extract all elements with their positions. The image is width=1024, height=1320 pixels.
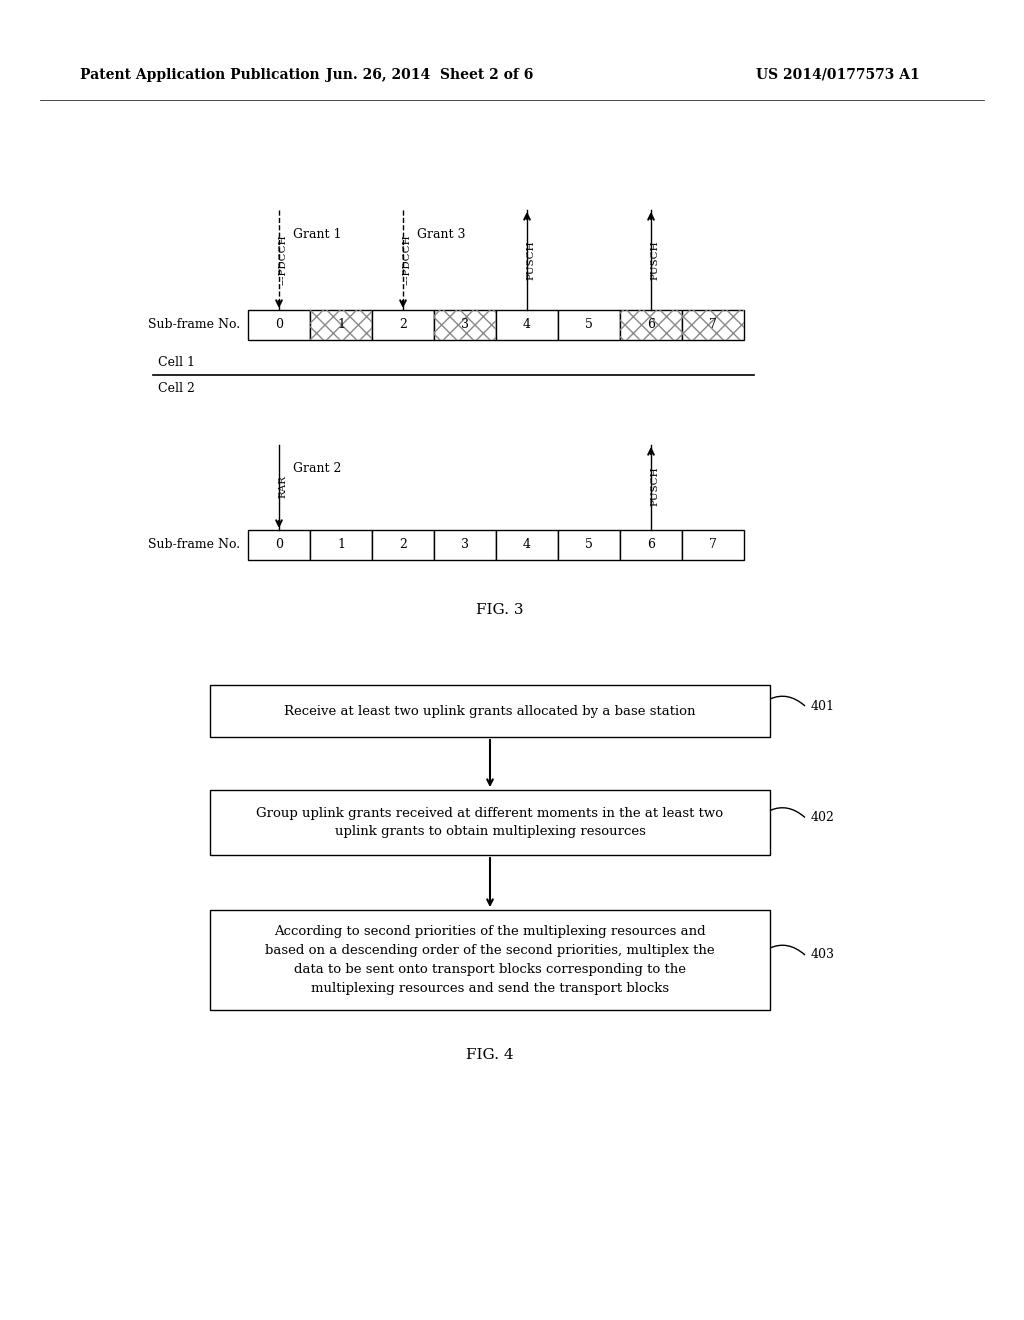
Text: 1: 1 — [337, 318, 345, 331]
Text: 403: 403 — [811, 949, 835, 961]
Text: 7: 7 — [709, 539, 717, 552]
Text: 5: 5 — [585, 318, 593, 331]
Text: 2: 2 — [399, 539, 407, 552]
Bar — [620, 310, 682, 341]
Text: Receive at least two uplink grants allocated by a base station: Receive at least two uplink grants alloc… — [285, 705, 695, 718]
Bar — [558, 531, 620, 560]
Text: FIG. 4: FIG. 4 — [466, 1048, 514, 1063]
Text: According to second priorities of the multiplexing resources and
based on a desc: According to second priorities of the mu… — [265, 925, 715, 995]
Text: 3: 3 — [461, 539, 469, 552]
Text: 7: 7 — [709, 318, 717, 331]
Bar — [310, 310, 372, 341]
Text: Grant 1: Grant 1 — [293, 228, 341, 242]
Bar — [682, 310, 744, 341]
Text: Grant 2: Grant 2 — [293, 462, 341, 474]
Text: FIG. 3: FIG. 3 — [476, 603, 523, 616]
Bar — [248, 531, 310, 560]
Bar — [558, 310, 620, 341]
Text: ---PDCCH: ---PDCCH — [402, 235, 412, 285]
Text: Patent Application Publication: Patent Application Publication — [80, 69, 319, 82]
Text: 4: 4 — [523, 318, 531, 331]
Text: 401: 401 — [811, 700, 835, 713]
Text: 4: 4 — [523, 539, 531, 552]
Bar — [620, 310, 682, 341]
Bar — [310, 531, 372, 560]
Text: US 2014/0177573 A1: US 2014/0177573 A1 — [757, 69, 920, 82]
Text: 3: 3 — [461, 318, 469, 331]
Bar — [210, 789, 770, 855]
Text: Group uplink grants received at different moments in the at least two
uplink gra: Group uplink grants received at differen… — [256, 807, 724, 838]
Bar — [310, 310, 372, 341]
Text: PUSCH: PUSCH — [526, 240, 536, 280]
Text: 1: 1 — [337, 539, 345, 552]
Text: 402: 402 — [811, 810, 835, 824]
Bar — [682, 531, 744, 560]
Text: Sub-frame No.: Sub-frame No. — [147, 539, 240, 552]
Bar — [372, 310, 434, 341]
Bar — [496, 531, 558, 560]
Bar — [372, 531, 434, 560]
Text: ---PDCCH: ---PDCCH — [279, 235, 288, 285]
Bar — [682, 310, 744, 341]
Text: 5: 5 — [585, 539, 593, 552]
Bar — [434, 310, 496, 341]
Text: 6: 6 — [647, 318, 655, 331]
Bar — [496, 310, 558, 341]
Bar — [620, 531, 682, 560]
Text: 0: 0 — [275, 539, 283, 552]
Text: Cell 1: Cell 1 — [158, 355, 195, 368]
Text: Sub-frame No.: Sub-frame No. — [147, 318, 240, 331]
Bar — [248, 310, 310, 341]
Text: PUSCH: PUSCH — [650, 466, 659, 506]
Bar — [210, 909, 770, 1010]
Text: Cell 2: Cell 2 — [158, 381, 195, 395]
Text: Jun. 26, 2014  Sheet 2 of 6: Jun. 26, 2014 Sheet 2 of 6 — [327, 69, 534, 82]
Text: 2: 2 — [399, 318, 407, 331]
Bar — [210, 685, 770, 737]
Text: RAR: RAR — [279, 474, 288, 498]
Bar — [434, 531, 496, 560]
Text: PUSCH: PUSCH — [650, 240, 659, 280]
Bar — [434, 310, 496, 341]
Text: Grant 3: Grant 3 — [417, 228, 466, 242]
Text: 0: 0 — [275, 318, 283, 331]
Text: 6: 6 — [647, 539, 655, 552]
